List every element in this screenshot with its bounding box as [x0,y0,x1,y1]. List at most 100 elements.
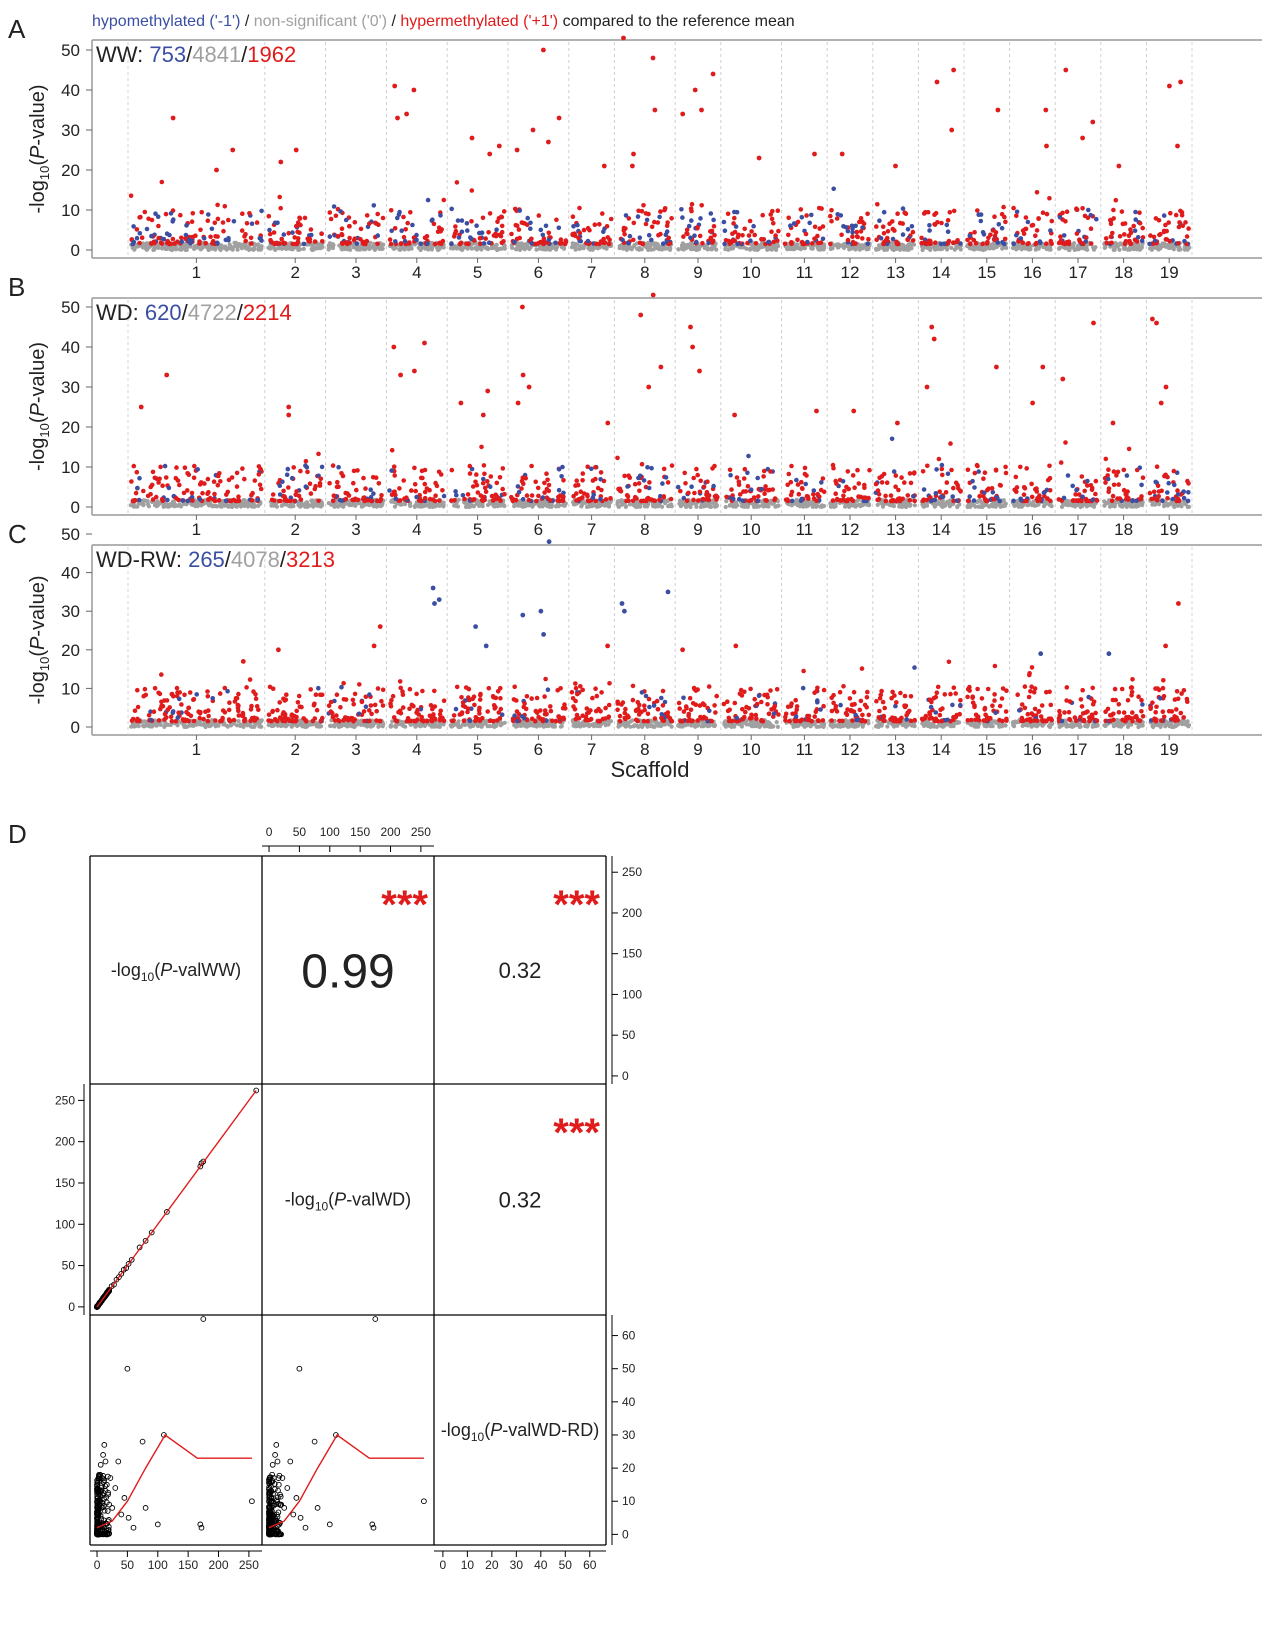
hyper-point [327,480,332,486]
hyper-point [597,222,602,227]
hypo-point [740,498,746,504]
hyper-point [292,498,297,504]
hyper-peak [1080,135,1085,141]
hyper-point [1137,220,1143,226]
hyper-peak [530,127,536,133]
hyper-point [812,236,817,241]
hyper-point [139,235,145,240]
nonsig-point [761,504,766,509]
hypo-point [209,226,215,232]
hyper-point [1126,446,1132,452]
hypo-point [477,230,482,236]
hyper-peak [812,151,817,157]
hyper-point [281,488,286,494]
nonsig-point [774,504,779,509]
hypo-point [878,236,884,241]
hyper-point [1155,483,1161,489]
nonsig-point [1043,501,1048,506]
hypo-point [1181,495,1187,501]
hyper-point [432,241,438,247]
scaffold-label: 8 [640,520,649,539]
hypo-point [249,221,255,226]
hyper-point [641,203,646,208]
hyper-point [312,239,318,244]
nonsig-point [606,502,612,507]
scaffold-label: 19 [1160,520,1179,539]
hypo-point [900,206,906,211]
hypo-point [525,215,530,221]
hyper-point [1173,212,1179,218]
hyper-point [627,475,633,481]
nonsig-point [144,242,149,247]
hyper-peak [699,107,704,113]
hyper-point [290,241,296,247]
hyper-point [686,490,691,496]
hyper-point [1109,498,1115,504]
scaffold-label: 13 [886,520,905,539]
hyper-point [375,211,381,217]
hypo-point [1182,238,1187,244]
scaffold-label: 18 [1114,520,1133,539]
hyper-point [981,494,986,499]
hyper-point [412,482,418,487]
hyper-point [215,216,221,222]
hyper-point [668,496,674,502]
nonsig-point [843,504,848,509]
hypo-point [711,217,716,223]
hyper-point [331,493,337,499]
hyper-point [570,214,576,219]
hyper-peak [621,35,626,41]
hypo-point [540,495,546,500]
hypo-point [978,212,984,217]
hyper-point [600,211,605,216]
hyper-point [486,230,491,235]
scaffold-label: 2 [290,263,299,282]
hyper-point [441,197,447,203]
hyper-point [833,491,838,497]
hyper-point [1044,211,1050,217]
hyper-point [877,475,882,481]
hyper-point [297,215,302,221]
nonsig-point [151,247,156,253]
hypo-point [971,498,977,503]
hyper-point [795,237,800,243]
hypo-point [585,238,591,244]
hyper-point [701,484,707,490]
nonsig-point [368,240,373,245]
hyper-point [431,221,437,227]
hyper-peak [1163,384,1169,390]
hyper-point [205,491,210,497]
hyper-point [392,473,398,478]
hypo-point [1134,498,1139,504]
nonsig-point [379,503,384,508]
hyper-peak [601,163,607,169]
nonsig-point [1165,503,1170,508]
hypo-point [660,241,666,247]
hyper-point [608,496,613,501]
hypo-point [226,237,231,243]
nonsig-point [1026,502,1031,508]
hypo-point [1037,239,1043,244]
hyper-peak [520,372,526,378]
scaffold-label: 14 [932,263,951,282]
hypo-point [794,477,799,483]
hyper-point [277,498,282,504]
hyper-point [666,235,671,241]
hyper-point [1177,220,1182,225]
hyper-point [874,237,879,243]
hyper-point [189,490,195,496]
hyper-point [561,478,566,483]
hyper-point [1058,460,1064,465]
hyper-peak [893,163,898,169]
hyper-point [215,234,220,239]
hypo-point [1133,209,1138,215]
hypo-point [997,498,1002,504]
scaffold-label: 1 [192,740,201,759]
hyper-point [741,476,747,481]
hyper-point [965,467,971,473]
hypo-point [425,241,430,246]
hyper-point [905,237,910,242]
hyper-point [212,220,218,226]
hypo-point [735,241,740,247]
hyper-point [436,498,442,503]
